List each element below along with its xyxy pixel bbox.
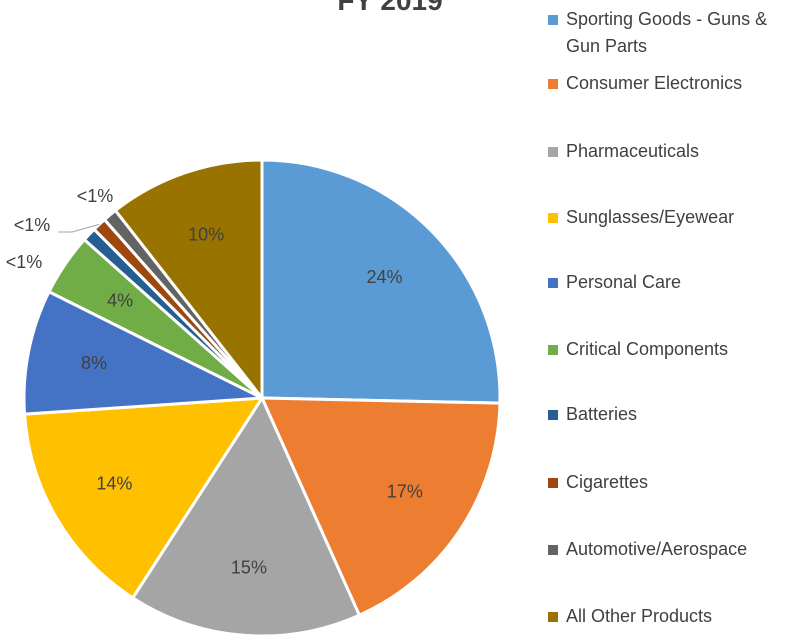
data-label: 17% — [387, 481, 423, 501]
legend-entry: Sunglasses/Eyewear — [548, 204, 803, 231]
legend-entry: Sporting Goods - Guns & Gun Parts — [548, 6, 803, 60]
legend-swatch — [548, 147, 558, 157]
data-label: <1% — [6, 252, 43, 272]
pie-slice — [260, 158, 502, 405]
legend-label: Sporting Goods - Guns & Gun Parts — [566, 9, 768, 56]
legend-entry: Cigarettes — [548, 469, 803, 496]
pie-slice — [130, 394, 362, 636]
data-label: <1% — [14, 215, 51, 235]
legend-swatch — [548, 15, 558, 25]
legend-swatch — [548, 345, 558, 355]
legend-entry: All Other Products — [548, 603, 803, 630]
legend-label: All Other Products — [566, 606, 713, 626]
data-label: 4% — [107, 291, 133, 311]
legend-entry: Critical Components — [548, 336, 803, 363]
legend-label: Critical Components — [566, 339, 729, 359]
data-label: <1% — [77, 186, 114, 206]
legend-swatch — [548, 278, 558, 288]
legend-entry: Pharmaceuticals — [548, 138, 803, 165]
legend-swatch — [548, 79, 558, 89]
pie-slice — [22, 396, 265, 600]
legend-label: Personal Care — [566, 272, 682, 292]
legend-swatch — [548, 213, 558, 223]
legend-label: Batteries — [566, 404, 638, 424]
pie-slice — [259, 396, 502, 618]
legend-label: Sunglasses/Eyewear — [566, 207, 735, 227]
data-label: 8% — [81, 353, 107, 373]
legend-label: Consumer Electronics — [566, 73, 743, 93]
legend-entry: Consumer Electronics — [548, 70, 803, 97]
legend-entry: Personal Care — [548, 269, 803, 296]
data-label: 14% — [96, 474, 132, 494]
legend-label: Cigarettes — [566, 472, 649, 492]
leader-line — [58, 223, 100, 233]
data-label: 24% — [366, 267, 402, 287]
legend-swatch — [548, 612, 558, 622]
data-label: 15% — [231, 558, 267, 578]
legend-entry: Batteries — [548, 401, 803, 428]
legend-swatch — [548, 545, 558, 555]
legend-entry: Automotive/Aerospace — [548, 536, 803, 563]
pie-slice — [22, 289, 268, 416]
data-label: 10% — [188, 225, 224, 245]
pie-slice — [113, 158, 264, 403]
chart-title: FY 2019 — [337, 0, 442, 16]
legend-swatch — [548, 410, 558, 420]
legend-label: Pharmaceuticals — [566, 141, 700, 161]
legend-swatch — [548, 478, 558, 488]
legend-label: Automotive/Aerospace — [566, 539, 748, 559]
